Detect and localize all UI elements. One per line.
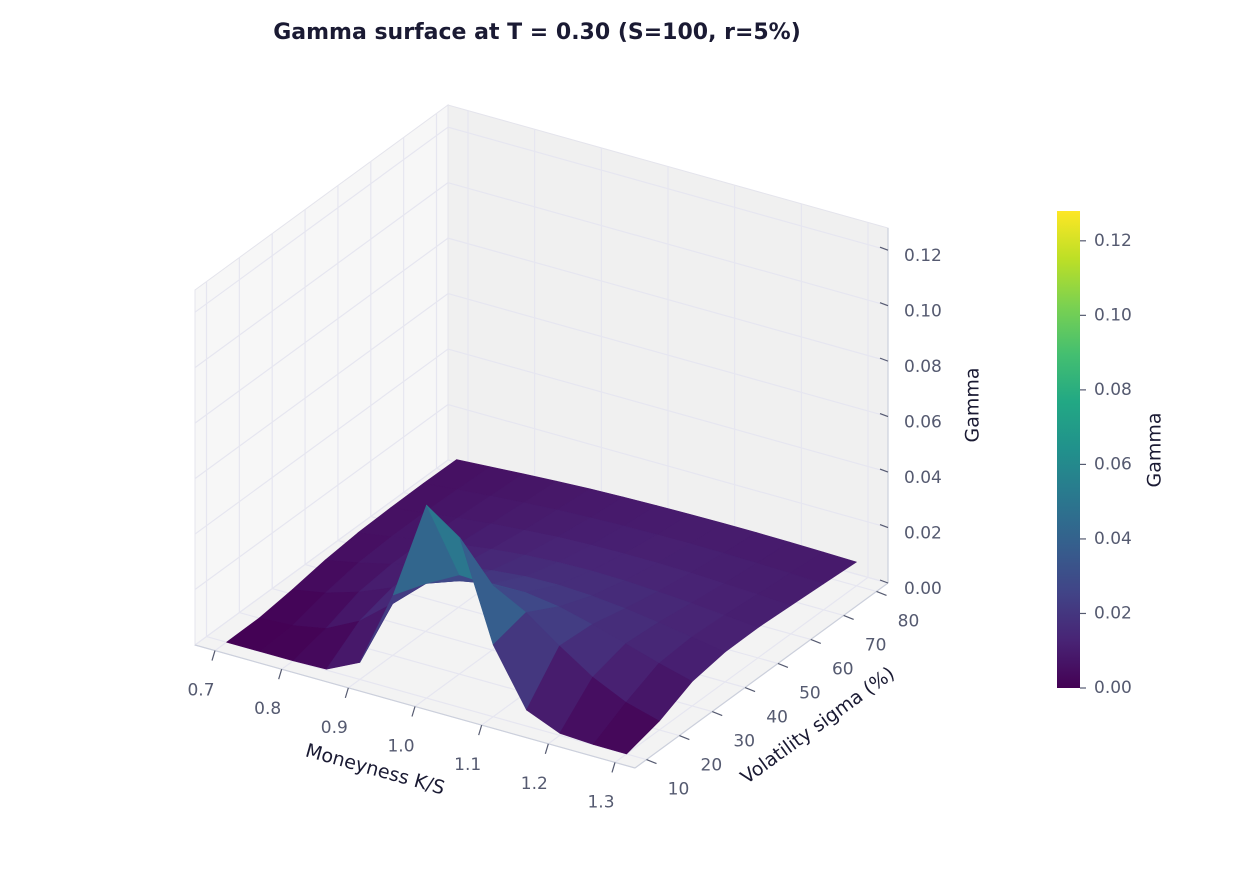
x-tick-label: 1.0 [387,737,414,757]
x-tick-label: 1.3 [587,792,614,812]
grid-line [194,182,449,369]
y-axis-label: Volatility sigma (%) [737,663,899,789]
x-tick [544,743,549,754]
surface-face [592,702,660,755]
grid-line [447,293,889,418]
z-tick [879,413,889,418]
grid-line [447,237,889,362]
y-tick [876,590,887,596]
grid-line [447,348,889,473]
colorbar-tick-label: 0.12 [1094,231,1132,251]
grid-line [447,182,889,307]
grid-line [194,348,449,535]
y-tick-label: 30 [733,732,755,752]
y-tick [744,686,756,693]
y-tick [679,735,690,741]
x-tick-label: 0.7 [187,681,214,701]
grid-line [194,404,449,591]
x-tick-label: 0.8 [254,699,281,719]
y-axis-line [634,582,889,769]
z-tick-label: 0.00 [904,579,942,599]
z-tick [879,523,889,529]
grid-line [194,237,449,424]
colorbar-label: Gamma [1144,412,1166,487]
z-tick [879,302,889,307]
z-tick-label: 0.08 [904,357,942,377]
y-tick [777,662,789,669]
grid-line [194,126,449,313]
z-tick [879,468,889,473]
colorbar-tick-label: 0.10 [1094,305,1132,325]
x-axis-label: Moneyness K/S [303,740,447,800]
colorbar-tick-label: 0.00 [1094,678,1132,698]
x-tick [278,669,283,680]
colorbar-gradient [1057,211,1080,688]
grid-line [614,576,869,763]
y-tick-label: 60 [832,659,854,679]
grid-line [194,459,449,646]
x-tick [344,687,349,699]
axes: 0.7 0.8 0.9 1.0 1.1 1.2 1.3 10 20 30 40 50 60 70 80 0.0… [187,228,942,812]
colorbar-tick-label: 0.02 [1094,603,1132,623]
y-tick-label: 20 [701,756,723,776]
y-tick [646,759,657,765]
z-tick-label: 0.12 [904,246,942,266]
grid-line [447,403,889,529]
colorbar: 0.00 0.02 0.04 0.06 0.08 0.10 0.12 [1057,211,1132,698]
z-tick [879,357,889,362]
y-tick-label: 80 [898,611,920,631]
x-tick-label: 1.2 [521,774,548,794]
z-tick-label: 0.10 [904,302,942,322]
x-tick-label: 1.1 [454,755,481,775]
y-tick-label: 10 [668,780,690,800]
chart-title: Gamma surface at T = 0.30 (S=100, r=5%) [273,20,801,45]
colorbar-tick-label: 0.06 [1094,454,1132,474]
surface [226,459,857,755]
x-tick [411,706,416,717]
colorbar-tick-label: 0.08 [1094,380,1132,400]
y-tick-label: 70 [865,635,887,655]
y-tick [810,638,822,645]
y-tick [711,710,723,717]
z-tick-label: 0.04 [904,468,942,488]
colorbar-tick-label: 0.04 [1094,529,1132,549]
z-axis-label: Gamma [962,367,984,442]
z-tick [879,579,889,584]
x-tick [478,724,483,736]
z-tick [879,246,889,251]
x-tick-label: 0.9 [321,718,348,738]
grid-line [447,126,889,251]
x-tick [611,762,616,773]
grid-line [194,293,449,480]
y-tick [843,614,854,620]
y-tick-label: 40 [766,708,788,728]
y-tick-label: 50 [799,683,821,703]
z-tick-label: 0.02 [904,524,942,544]
x-tick [211,650,216,661]
z-tick-label: 0.06 [904,413,942,433]
